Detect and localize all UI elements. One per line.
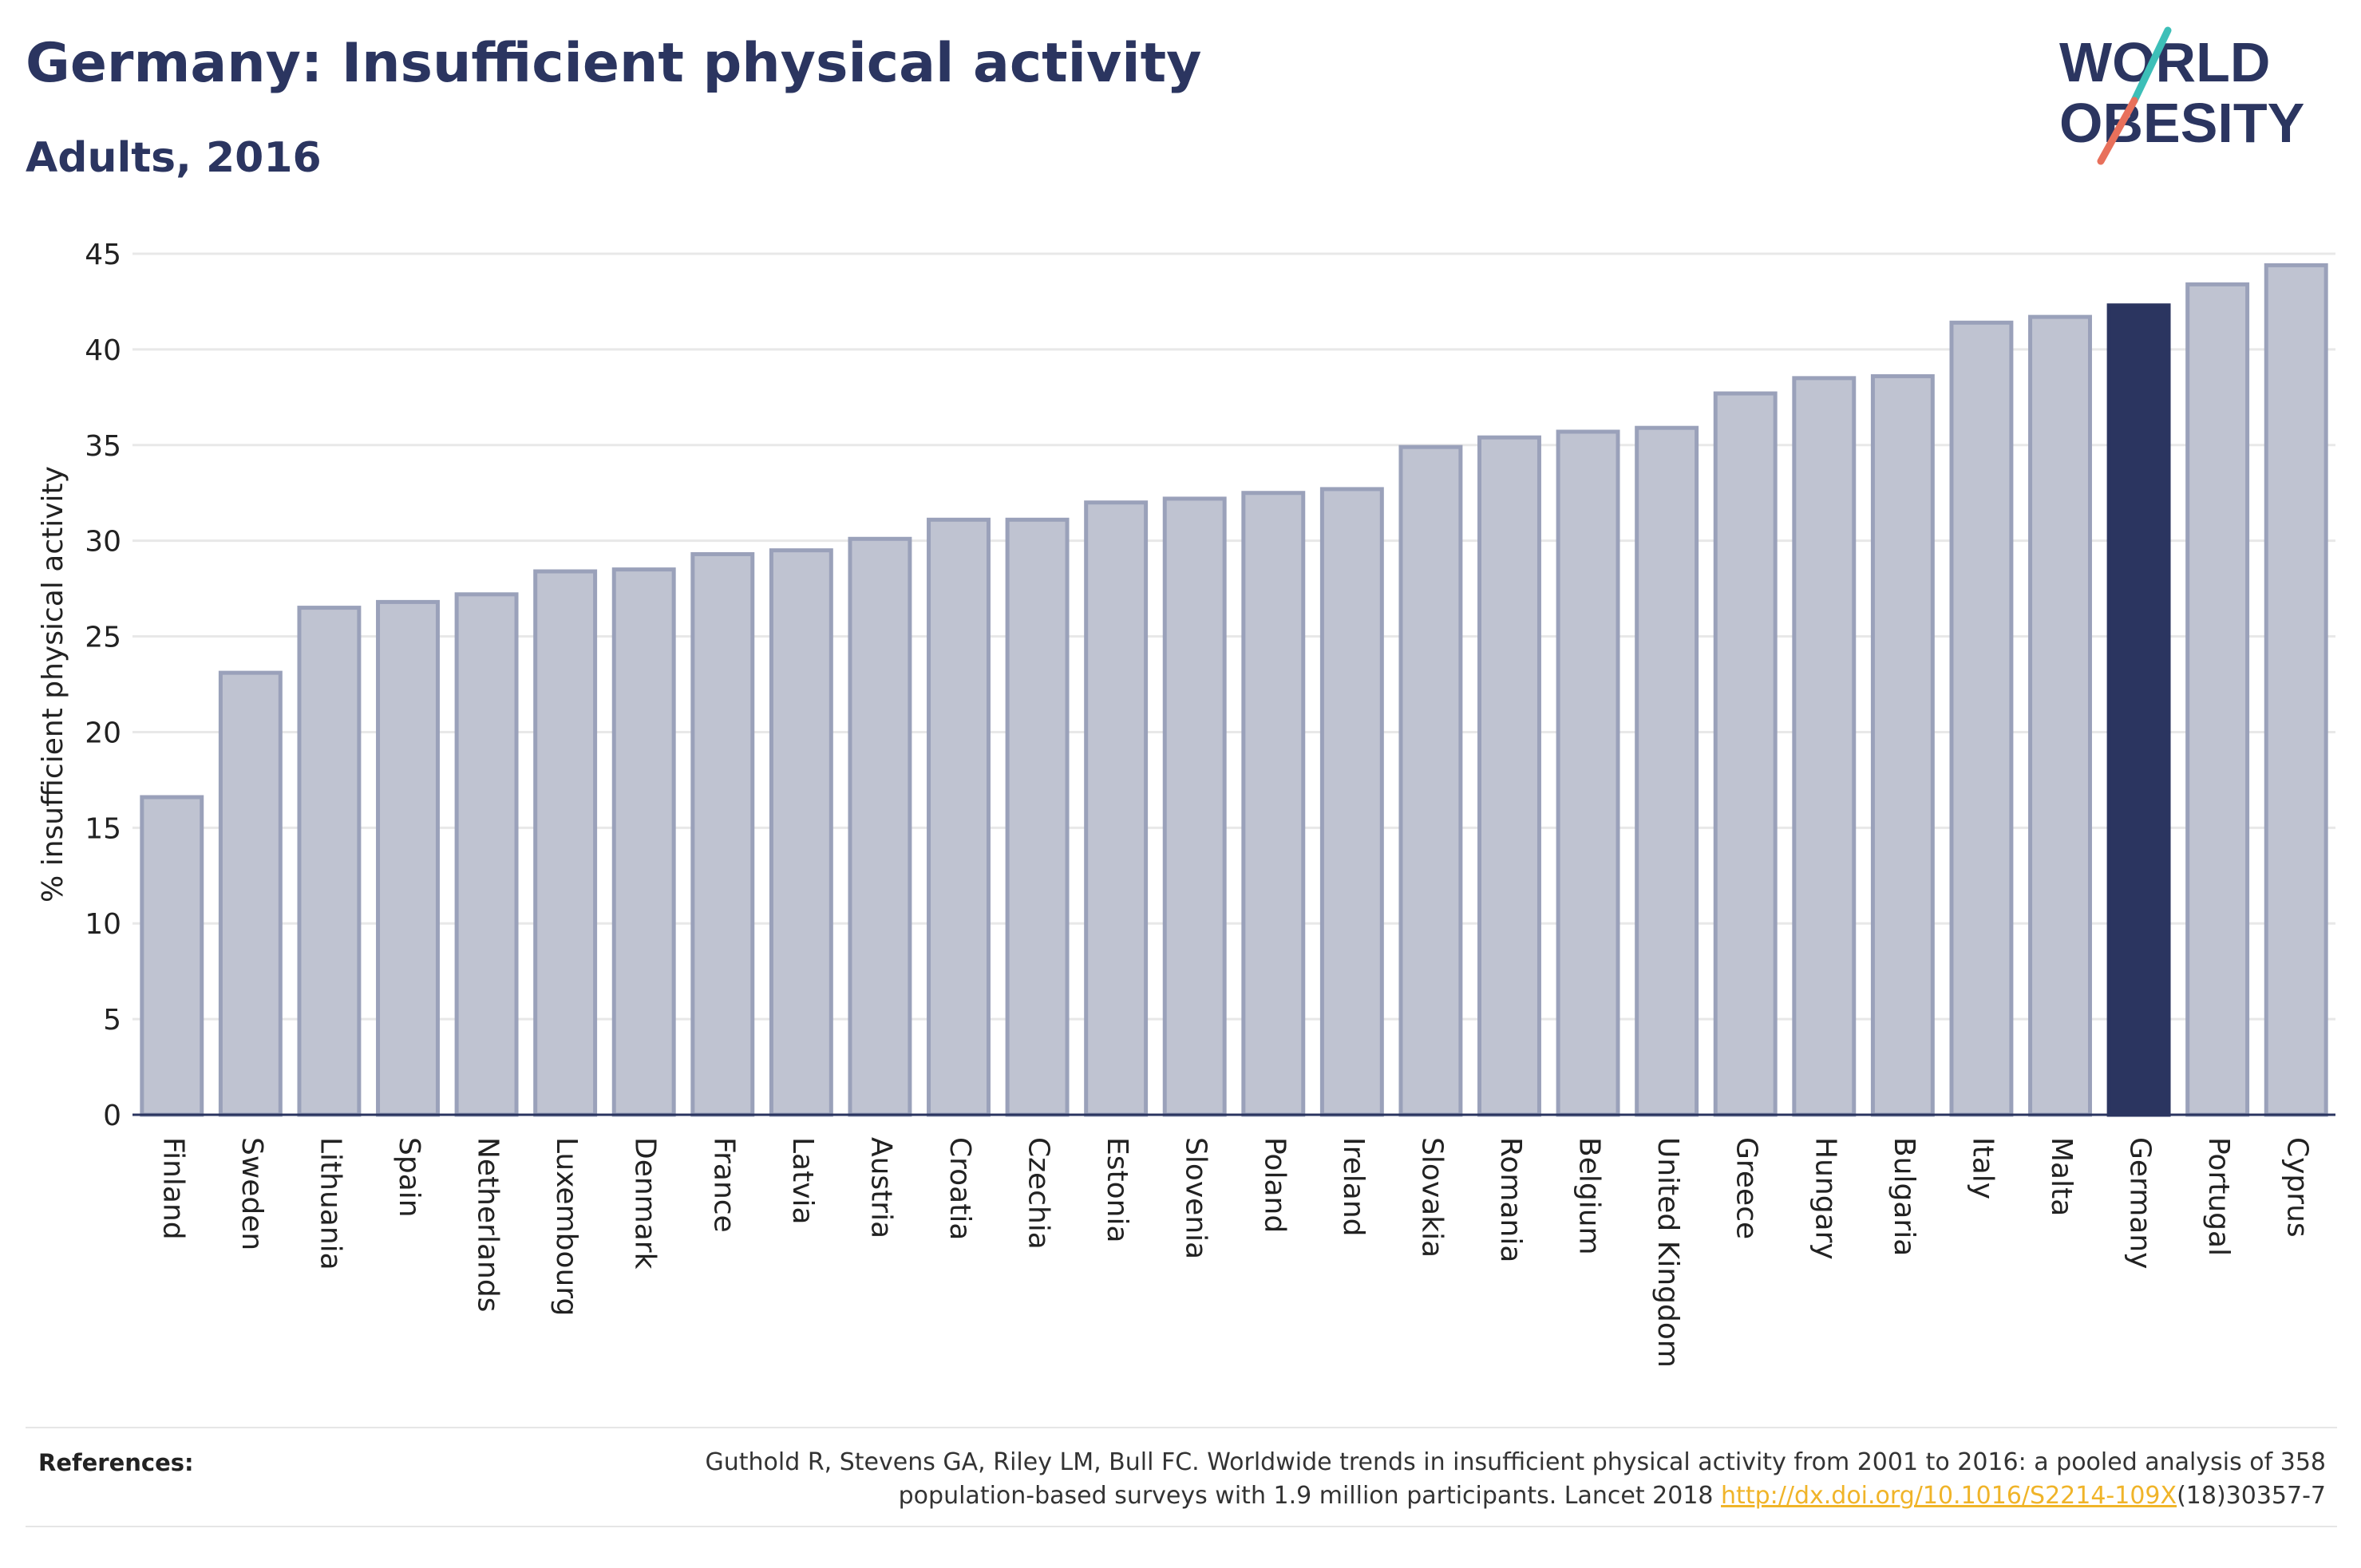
bar-sweden — [218, 670, 283, 1117]
bar-greece — [1713, 391, 1778, 1117]
y-tick-30: 30 — [85, 526, 121, 559]
x-tick-spain: Spain — [393, 1137, 425, 1218]
x-tick-bulgaria: Bulgaria — [1888, 1137, 1920, 1256]
y-tick-0: 0 — [103, 1100, 121, 1132]
bar-estonia — [1084, 500, 1149, 1117]
x-tick-romania: Romania — [1494, 1137, 1527, 1262]
x-tick-sweden: Sweden — [235, 1137, 268, 1250]
x-tick-portugal: Portugal — [2202, 1137, 2235, 1256]
logo-slash-coral — [2097, 97, 2138, 165]
bar-france — [690, 551, 755, 1117]
x-tick-belgium: Belgium — [1573, 1137, 1606, 1255]
bars — [140, 263, 2328, 1117]
x-tick-czechia: Czechia — [1022, 1137, 1055, 1250]
bar-ireland — [1319, 487, 1384, 1117]
y-tick-35: 35 — [85, 430, 121, 463]
x-tick-slovakia: Slovakia — [1415, 1137, 1448, 1258]
x-tick-labels: Finland Sweden Lithuania Spain Netherlands Lu… — [156, 1137, 2313, 1368]
y-tick-40: 40 — [85, 334, 121, 367]
bar-malta — [2028, 314, 2092, 1117]
bar-portugal — [2185, 282, 2250, 1117]
x-tick-slovenia: Slovenia — [1180, 1137, 1212, 1259]
bar-hungary — [1792, 376, 1857, 1117]
bar-romania — [1477, 435, 1541, 1117]
bar-croatia — [927, 517, 991, 1117]
y-tick-10: 10 — [85, 908, 121, 941]
x-tick-finland: Finland — [156, 1137, 189, 1240]
bar-luxembourg — [533, 569, 598, 1117]
bar-denmark — [611, 567, 676, 1117]
bar-cyprus — [2264, 263, 2328, 1117]
chart-subtitle: Adults, 2016 — [26, 134, 322, 182]
bar-united-kingdom — [1635, 425, 1699, 1117]
reference-line1: Guthold R, Stevens GA, Riley LM, Bull FC… — [705, 1448, 2326, 1476]
x-tick-cyprus: Cyprus — [2281, 1137, 2314, 1238]
x-tick-lithuania: Lithuania — [314, 1137, 346, 1270]
reference-doi-link[interactable]: http://dx.doi.org/10.1016/S2214-109X — [1721, 1482, 2177, 1510]
y-tick-20: 20 — [85, 717, 121, 749]
references-text: Guthold R, Stevens GA, Riley LM, Bull FC… — [554, 1446, 2326, 1513]
y-tick-5: 5 — [103, 1004, 121, 1037]
bar-spain — [376, 599, 440, 1117]
x-tick-netherlands: Netherlands — [472, 1137, 504, 1312]
x-tick-ireland: Ireland — [1337, 1137, 1370, 1237]
x-tick-latvia: Latvia — [786, 1137, 819, 1225]
reference-line2-suffix: (18)30357-7 — [2177, 1482, 2326, 1510]
x-tick-luxembourg: Luxembourg — [550, 1137, 583, 1316]
bar-finland — [140, 795, 204, 1117]
bar-italy — [1949, 320, 2014, 1117]
y-tick-15: 15 — [85, 812, 121, 845]
reference-line2-prefix: population-based surveys with 1.9 millio… — [898, 1482, 1722, 1510]
logo-line2: OBESITY — [2059, 92, 2304, 154]
x-tick-denmark: Denmark — [629, 1137, 662, 1270]
bar-latvia — [769, 548, 833, 1117]
x-tick-estonia: Estonia — [1101, 1137, 1133, 1243]
bar-belgium — [1556, 429, 1620, 1117]
x-tick-italy: Italy — [1966, 1137, 1999, 1199]
x-tick-croatia: Croatia — [943, 1137, 976, 1240]
bar-austria — [848, 536, 912, 1117]
x-tick-austria: Austria — [864, 1137, 897, 1238]
chart-title: Germany: Insufficient physical activity — [26, 32, 1202, 95]
references-label: References: — [38, 1449, 194, 1476]
bar-poland — [1241, 491, 1306, 1117]
x-tick-germany: Germany — [2124, 1137, 2157, 1269]
bar-chart: 0 5 10 15 20 25 30 35 40 45 Finland Sweden Lithuani… — [37, 239, 2335, 1368]
y-tick-45: 45 — [85, 239, 121, 271]
x-tick-france: France — [707, 1137, 740, 1233]
bar-slovakia — [1398, 444, 1463, 1117]
bar-czechia — [1005, 517, 1070, 1117]
x-tick-poland: Poland — [1258, 1137, 1291, 1233]
x-tick-united-kingdom: United Kingdom — [1651, 1137, 1684, 1368]
y-tick-labels: 0 5 10 15 20 25 30 35 40 45 — [85, 239, 121, 1132]
bar-netherlands — [454, 592, 519, 1117]
bar-slovenia — [1162, 496, 1227, 1117]
x-tick-greece: Greece — [1730, 1137, 1763, 1239]
logo-slash-teal — [2130, 26, 2172, 105]
y-axis-label: % insufficient physical activity — [37, 466, 69, 902]
refs-divider-top — [26, 1427, 2337, 1428]
world-obesity-logo: WORLD OBESITY — [2059, 26, 2304, 165]
bar-lithuania — [297, 606, 362, 1117]
x-tick-malta: Malta — [2045, 1137, 2078, 1216]
refs-divider-bottom — [26, 1526, 2337, 1527]
bar-bulgaria — [1870, 373, 1935, 1117]
x-tick-hungary: Hungary — [1809, 1137, 1841, 1260]
y-tick-25: 25 — [85, 622, 121, 654]
bar-germany — [2106, 303, 2171, 1117]
